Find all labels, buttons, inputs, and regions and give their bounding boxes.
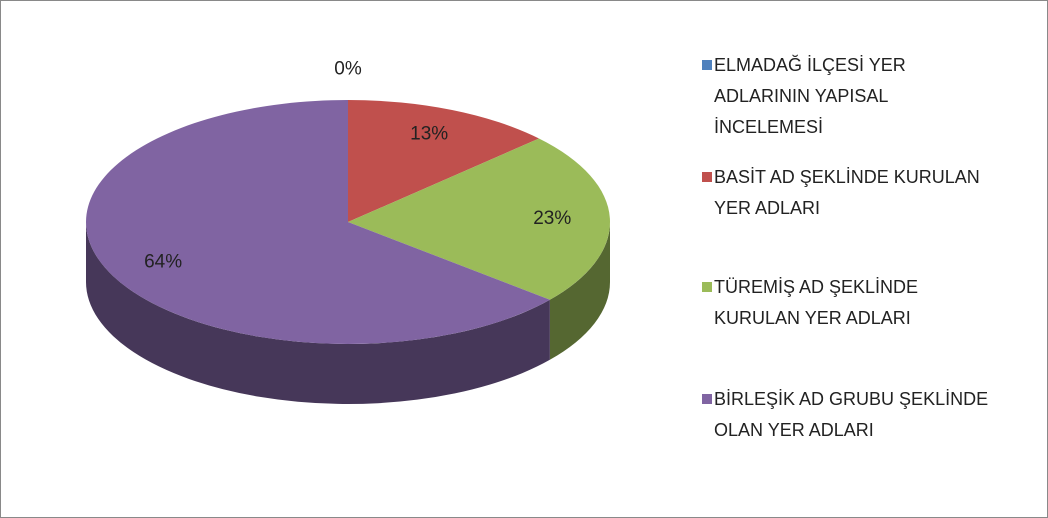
legend-label: BİRLEŞİK AD GRUBU ŞEKLİNDE OLAN YER ADLA… <box>714 389 989 440</box>
legend-swatch <box>702 282 712 292</box>
pie-slice <box>348 100 539 222</box>
pie-slice <box>348 138 610 300</box>
legend-label: TÜREMİŞ AD ŞEKLİNDE KURULAN YER ADLARI <box>714 277 919 328</box>
pie-slice-side <box>549 222 610 360</box>
legend-swatch <box>702 172 712 182</box>
legend-swatch <box>702 60 712 70</box>
data-label: 13% <box>410 124 448 145</box>
legend-label: ELMADAĞ İLÇESİ YER ADLARININ YAPISAL İNC… <box>714 55 906 137</box>
pie-slice <box>85 100 550 345</box>
legend-swatch <box>702 394 712 404</box>
legend-label: BASİT AD ŞEKLİNDE KURULAN YER ADLARI <box>714 167 980 218</box>
data-label: 64% <box>144 252 182 273</box>
data-label: 0% <box>334 59 362 80</box>
pie-slice-side <box>86 222 550 404</box>
data-label: 23% <box>533 208 571 229</box>
